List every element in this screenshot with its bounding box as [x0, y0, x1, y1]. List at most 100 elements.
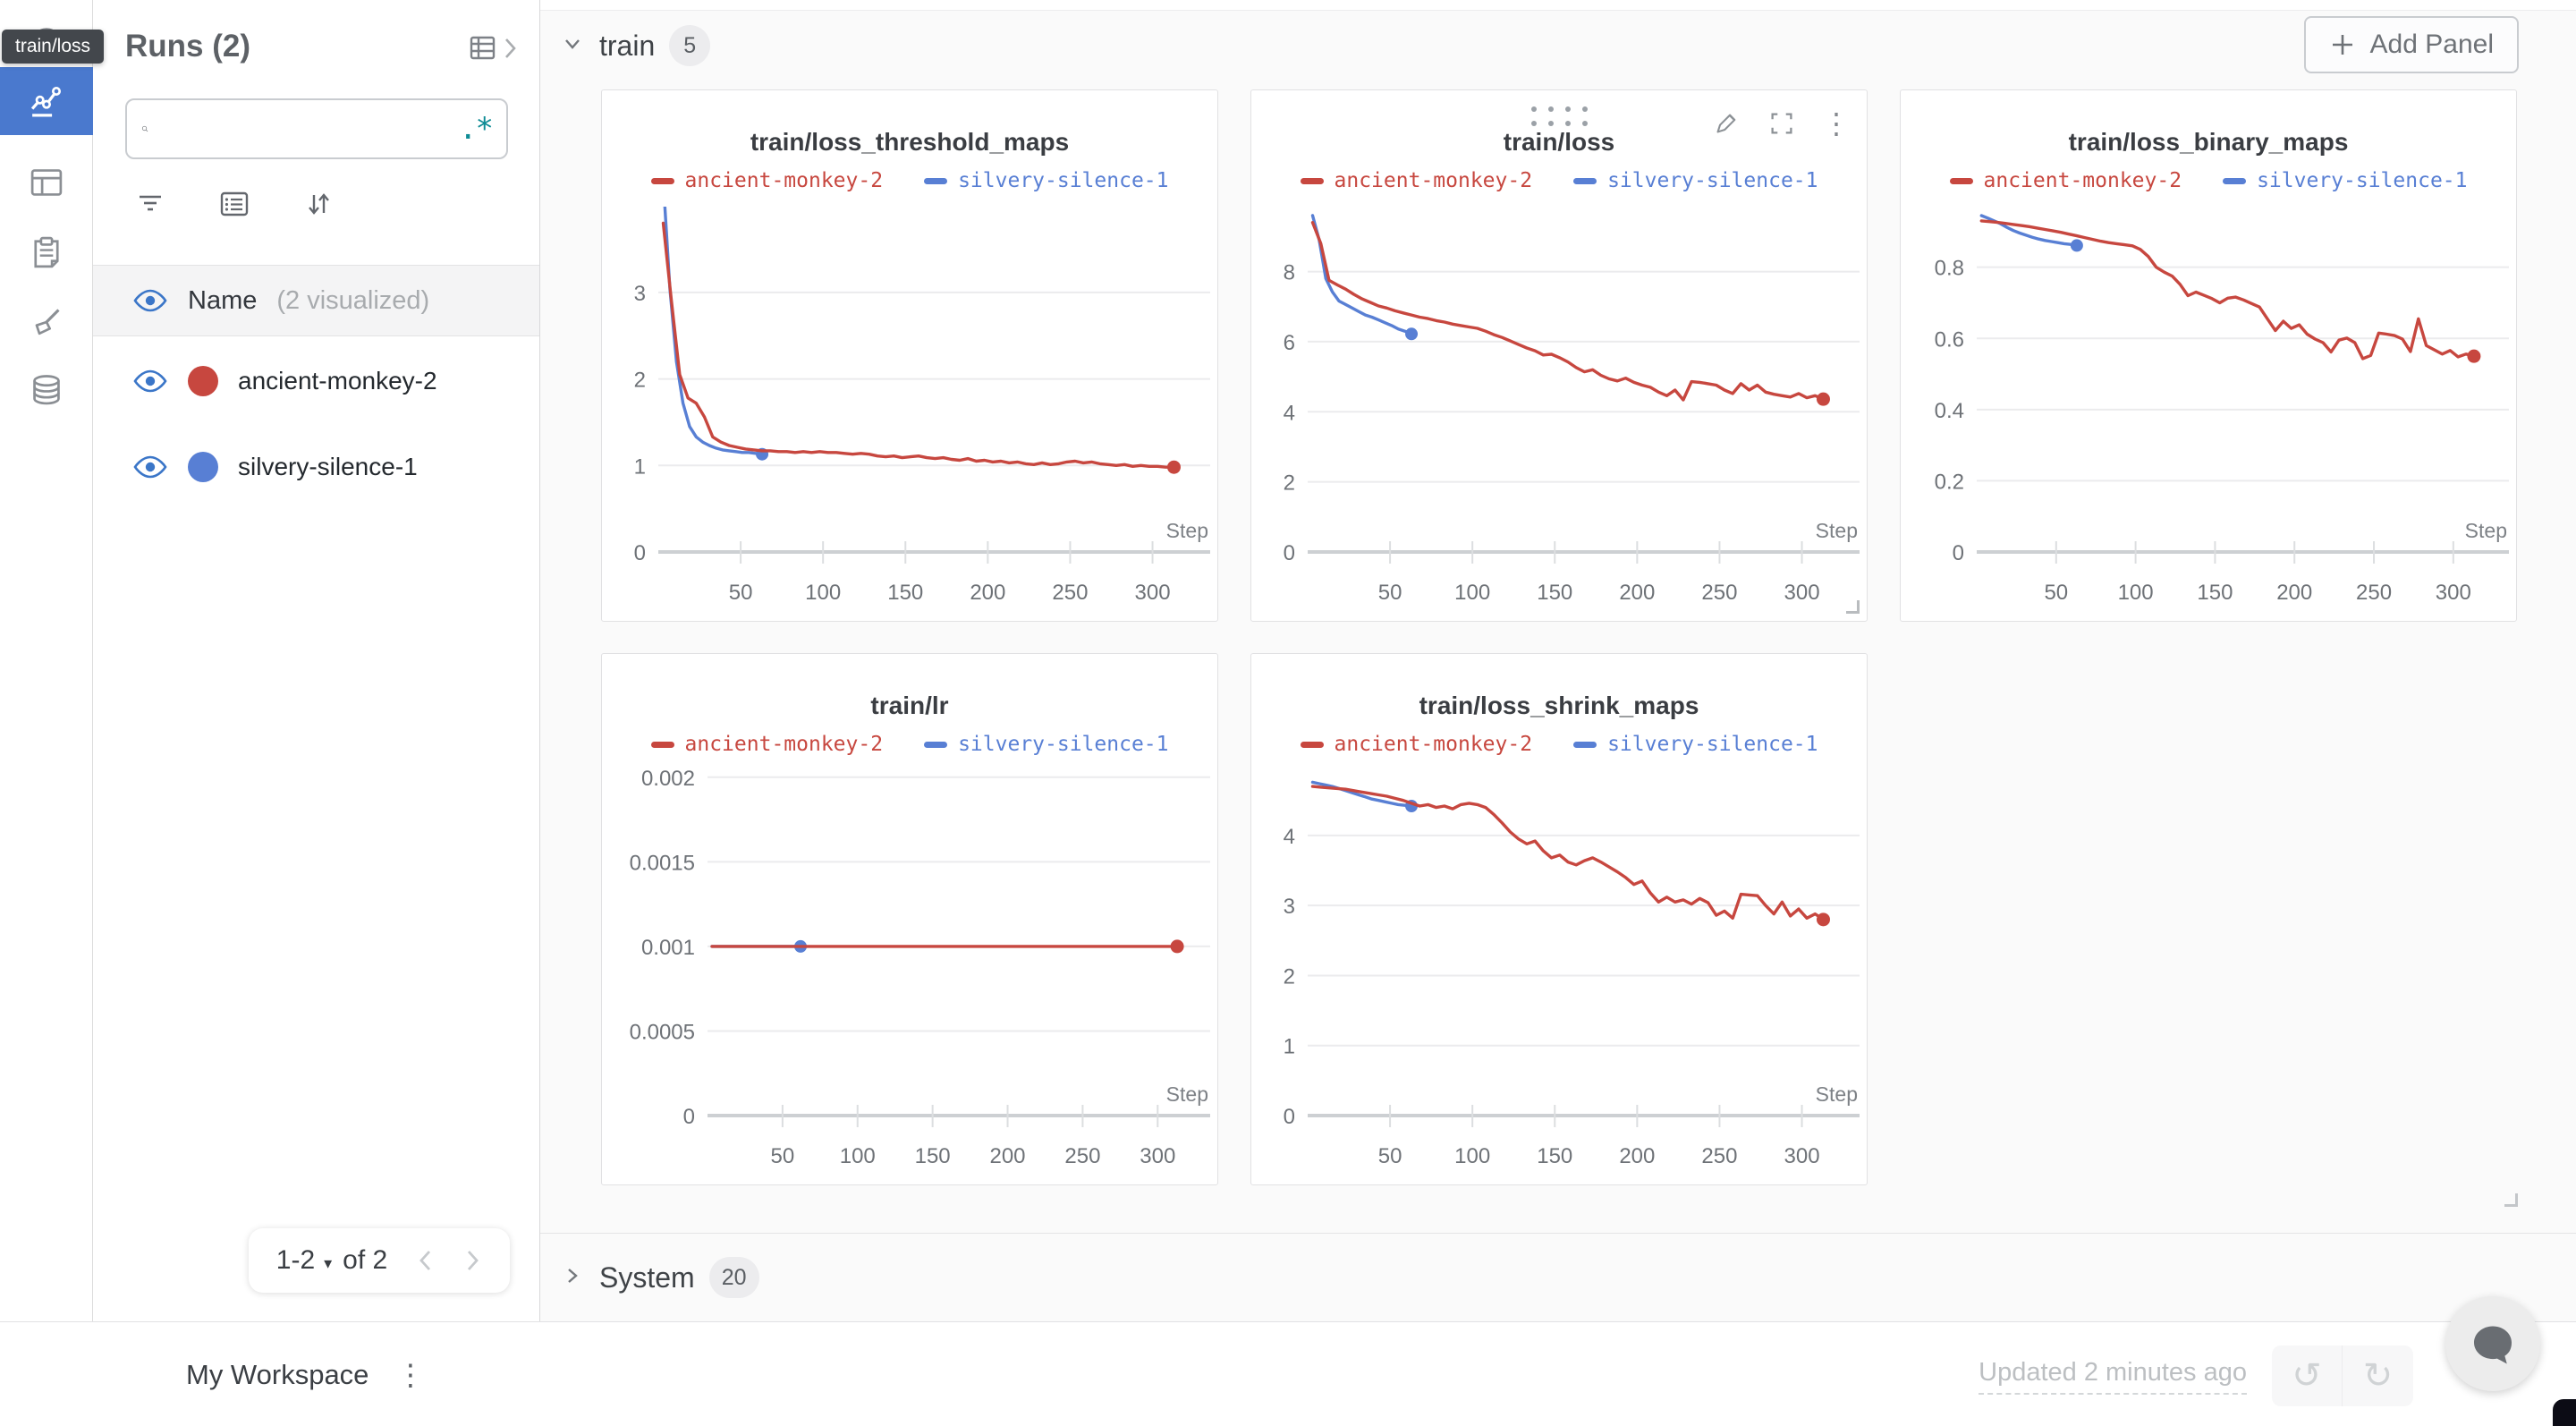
nav-item-logs[interactable] [0, 220, 93, 284]
panel-menu-icon[interactable]: ⋮ [1822, 107, 1851, 140]
svg-text:0: 0 [1953, 541, 1964, 565]
svg-text:Step: Step [1166, 519, 1208, 542]
chart-panel[interactable]: train/loss_threshold_maps ancient-monkey… [601, 89, 1218, 622]
section-header-system[interactable]: System 20 [540, 1233, 2576, 1321]
run-name: ancient-monkey-2 [238, 367, 437, 395]
legend-label: silvery-silence-1 [958, 733, 1169, 756]
chart-plot[interactable]: 8 6 4 2 0 50 100 150 200 250 300 Step [1251, 203, 1868, 616]
visualized-count: (2 visualized) [276, 285, 430, 315]
panel-resize-handle[interactable] [1846, 600, 1860, 614]
chart-plot[interactable]: 3 2 1 0 50 100 150 200 250 300 Step [602, 203, 1219, 616]
svg-text:50: 50 [2044, 581, 2068, 605]
expand-table-button[interactable] [468, 32, 520, 64]
legend-item[interactable]: ancient-monkey-2 [1300, 733, 1533, 756]
regex-toggle-icon[interactable]: .* [459, 111, 494, 147]
run-search[interactable]: .* [125, 98, 508, 159]
filter-icon[interactable] [134, 188, 166, 225]
visibility-eye-icon[interactable] [132, 453, 168, 481]
panels-table-icon [30, 169, 63, 196]
legend-item[interactable]: ancient-monkey-2 [1949, 169, 2182, 192]
edit-pencil-icon[interactable] [1711, 108, 1741, 139]
legend-item[interactable]: silvery-silence-1 [1573, 733, 1818, 756]
legend-item[interactable]: ancient-monkey-2 [1300, 169, 1532, 192]
legend-item[interactable]: ancient-monkey-2 [650, 733, 883, 756]
svg-text:300: 300 [1784, 581, 1820, 605]
svg-text:200: 200 [970, 581, 1005, 605]
nav-item-artifacts[interactable] [0, 358, 93, 422]
nav-item-sweeps[interactable] [0, 290, 93, 354]
svg-text:3: 3 [1284, 895, 1295, 919]
run-row[interactable]: silvery-silence-1 [93, 424, 539, 510]
svg-text:300: 300 [1784, 1144, 1820, 1168]
panel-count-badge: 5 [669, 25, 711, 66]
chevron-right-icon[interactable] [560, 1263, 585, 1293]
svg-text:Step: Step [1166, 1082, 1208, 1106]
chart-panel[interactable]: ⋮ train/loss ancient-monkey-2 silvery-si… [1250, 89, 1868, 622]
runs-pagination[interactable]: 1-2 ▾ of 2 [249, 1228, 510, 1293]
legend-item[interactable]: ancient-monkey-2 [650, 169, 883, 192]
svg-text:200: 200 [1619, 581, 1655, 605]
redo-button[interactable]: ↻ [2362, 1356, 2394, 1396]
main-area: train 5 Add Panel train/loss_threshold_m… [540, 0, 2576, 1321]
chart-panel[interactable]: train/lr ancient-monkey-2 silvery-silenc… [601, 653, 1218, 1185]
chart-plot[interactable]: 4 3 2 1 0 50 100 150 200 250 300 Step [1251, 767, 1868, 1180]
updated-status[interactable]: Updated 2 minutes ago [1979, 1358, 2247, 1395]
legend-item[interactable]: silvery-silence-1 [924, 733, 1168, 756]
run-name: silvery-silence-1 [238, 453, 418, 480]
legend-label: silvery-silence-1 [1607, 169, 1818, 192]
legend-swatch [924, 741, 948, 748]
svg-text:200: 200 [2276, 581, 2312, 605]
svg-text:100: 100 [840, 1144, 876, 1168]
runs-name-header[interactable]: Name (2 visualized) [93, 265, 539, 336]
run-row[interactable]: ancient-monkey-2 [93, 338, 539, 424]
chevron-right-icon [505, 38, 516, 58]
undo-button[interactable]: ↺ [2272, 1345, 2343, 1406]
drag-handle-icon[interactable] [1251, 106, 1867, 126]
fullscreen-icon[interactable] [1767, 108, 1797, 139]
add-panel-button[interactable]: Add Panel [2303, 16, 2519, 73]
nav-item-workspace-charts[interactable] [0, 67, 93, 135]
next-page-button[interactable] [462, 1247, 482, 1274]
svg-text:0.6: 0.6 [1935, 327, 1964, 352]
svg-text:0: 0 [683, 1105, 695, 1129]
group-list-icon[interactable] [218, 188, 250, 225]
svg-text:250: 250 [1701, 1144, 1737, 1168]
workspace-title[interactable]: My Workspace [186, 1358, 369, 1390]
svg-text:8: 8 [1284, 261, 1295, 285]
page-range[interactable]: 1-2 [275, 1245, 316, 1275]
section-header-train[interactable]: train 5 [560, 25, 711, 66]
legend-swatch [1300, 741, 1324, 748]
chart-plot[interactable]: 0.002 0.0015 0.001 0.0005 0 50 100 150 200 250 300… [602, 767, 1219, 1180]
visibility-eye-icon[interactable] [132, 286, 168, 315]
svg-text:Step: Step [1816, 1082, 1858, 1106]
chevron-down-icon[interactable] [560, 31, 585, 61]
sort-icon[interactable] [302, 188, 335, 225]
nav-item-runs-table[interactable] [0, 150, 93, 215]
chart-panel[interactable]: train/loss_binary_maps ancient-monkey-2 … [1900, 89, 2517, 622]
svg-text:0.2: 0.2 [1935, 470, 1964, 494]
search-input[interactable] [159, 115, 460, 143]
chat-button[interactable] [2445, 1296, 2540, 1391]
legend-item[interactable]: silvery-silence-1 [924, 169, 1168, 192]
corner-widget [2553, 1399, 2576, 1426]
page-total: of 2 [343, 1245, 388, 1275]
chart-plot[interactable]: 0.8 0.6 0.4 0.2 0 50 100 150 200 250 300 Step [1901, 203, 2518, 616]
run-color-dot [188, 366, 218, 396]
chart-panel[interactable]: train/loss_shrink_maps ancient-monkey-2 … [1250, 653, 1868, 1185]
prev-page-button[interactable] [416, 1247, 436, 1274]
bottom-bar: My Workspace ⋮ Updated 2 minutes ago ↺ ↻ [0, 1321, 2576, 1426]
chat-bubble-icon [2474, 1326, 2512, 1364]
visibility-eye-icon[interactable] [132, 367, 168, 395]
legend-item[interactable]: silvery-silence-1 [2223, 169, 2467, 192]
workspace-menu-icon[interactable]: ⋮ [395, 1358, 426, 1391]
plus-icon [2332, 35, 2352, 55]
svg-text:250: 250 [1701, 581, 1737, 605]
section-resize-handle[interactable] [2504, 1193, 2518, 1207]
legend-label: ancient-monkey-2 [1334, 733, 1533, 756]
svg-text:150: 150 [2197, 581, 2233, 605]
svg-text:2: 2 [634, 369, 646, 393]
database-icon [33, 375, 60, 405]
svg-text:150: 150 [1537, 581, 1572, 605]
legend-item[interactable]: silvery-silence-1 [1573, 169, 1818, 192]
